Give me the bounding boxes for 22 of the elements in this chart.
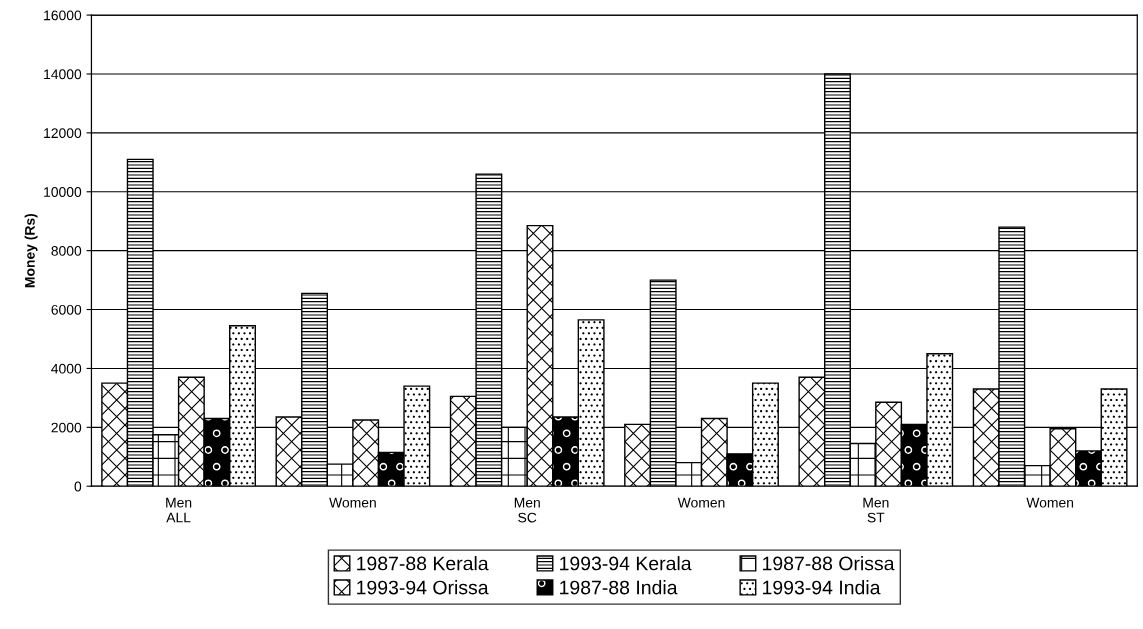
legend-label: 1993-94 Orissa	[357, 580, 489, 595]
x-tick-label: Women	[1026, 497, 1074, 508]
legend-label: 1987-88 Orissa	[763, 556, 895, 571]
y-tick-label: 10000	[44, 187, 82, 197]
x-tick-label: Women	[329, 497, 376, 508]
y-tick-label: 16000	[44, 10, 82, 21]
y-tick-label: 0	[74, 481, 82, 492]
y-axis-title: Money (Rs)	[24, 213, 38, 288]
y-tick-label: 12000	[44, 128, 82, 139]
legend-label: 1993-94 India	[763, 580, 881, 595]
y-tick-label: 2000	[51, 422, 82, 433]
legend-label: 1993-94 Kerala	[560, 556, 692, 571]
y-tick-label: 14000	[44, 69, 82, 80]
x-tick-label: Men ST	[863, 497, 889, 523]
y-tick-label: 8000	[51, 245, 82, 256]
y-tick-label: 6000	[51, 304, 82, 315]
legend-label: 1987-88 India	[560, 580, 678, 595]
legend-label: 1987-88 Kerala	[357, 556, 489, 571]
y-tick-label: 4000	[51, 363, 82, 374]
x-tick-label: Women	[677, 497, 725, 508]
x-tick-label: Men ALL	[166, 497, 192, 523]
x-tick-label: Men SC	[514, 497, 540, 523]
